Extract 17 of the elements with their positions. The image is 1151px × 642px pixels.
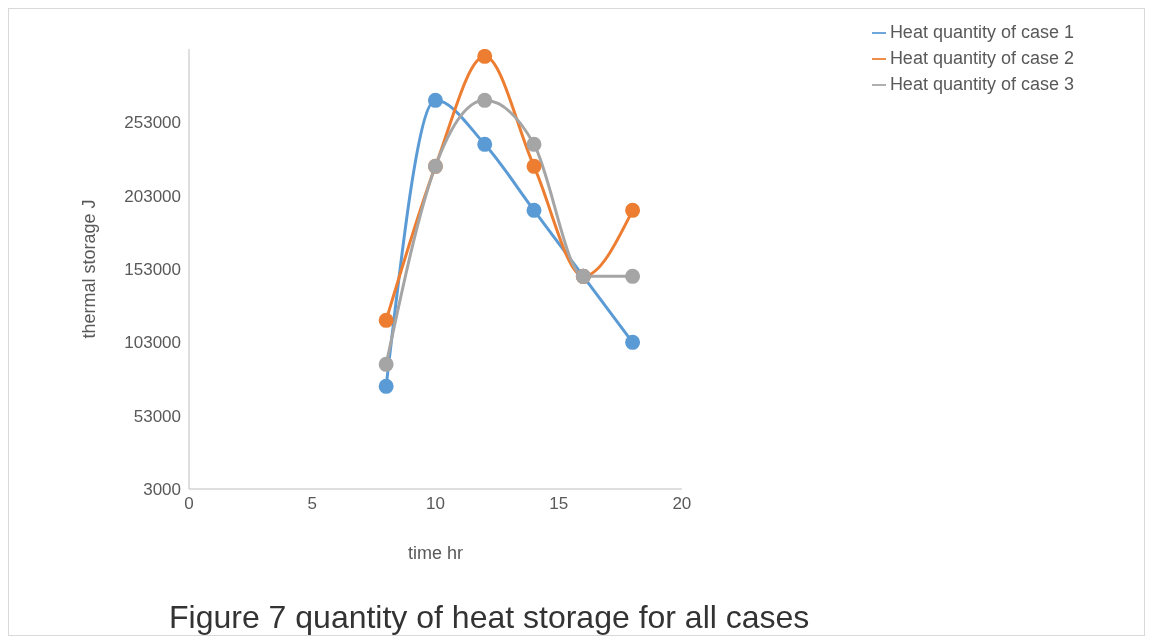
y-tick-label: 103000 xyxy=(124,333,181,353)
caption: Figure 7 quantity of heat storage for all cases xyxy=(169,599,810,636)
y-tick-label: 53000 xyxy=(133,406,181,426)
x-tick-label: 20 xyxy=(672,494,692,514)
y-axis-title: thermal storage J xyxy=(79,199,100,339)
x-axis-title: time hr xyxy=(407,543,463,563)
y-tick-label: 153000 xyxy=(124,260,181,280)
y-tick-label: 253000 xyxy=(124,113,181,133)
x-tick-label: 10 xyxy=(425,494,445,514)
y-tick-label: 3000 xyxy=(143,480,181,500)
legend-label: Heat quantity of case 1 xyxy=(889,22,1074,42)
legend-label: Heat quantity of case 2 xyxy=(889,48,1074,68)
legend-label: Heat quantity of case 3 xyxy=(889,74,1074,94)
x-tick-label: 0 xyxy=(184,494,194,514)
x-tick-label: 15 xyxy=(549,494,569,514)
y-tick-label: 203000 xyxy=(124,186,181,206)
x-tick-label: 5 xyxy=(307,494,317,514)
